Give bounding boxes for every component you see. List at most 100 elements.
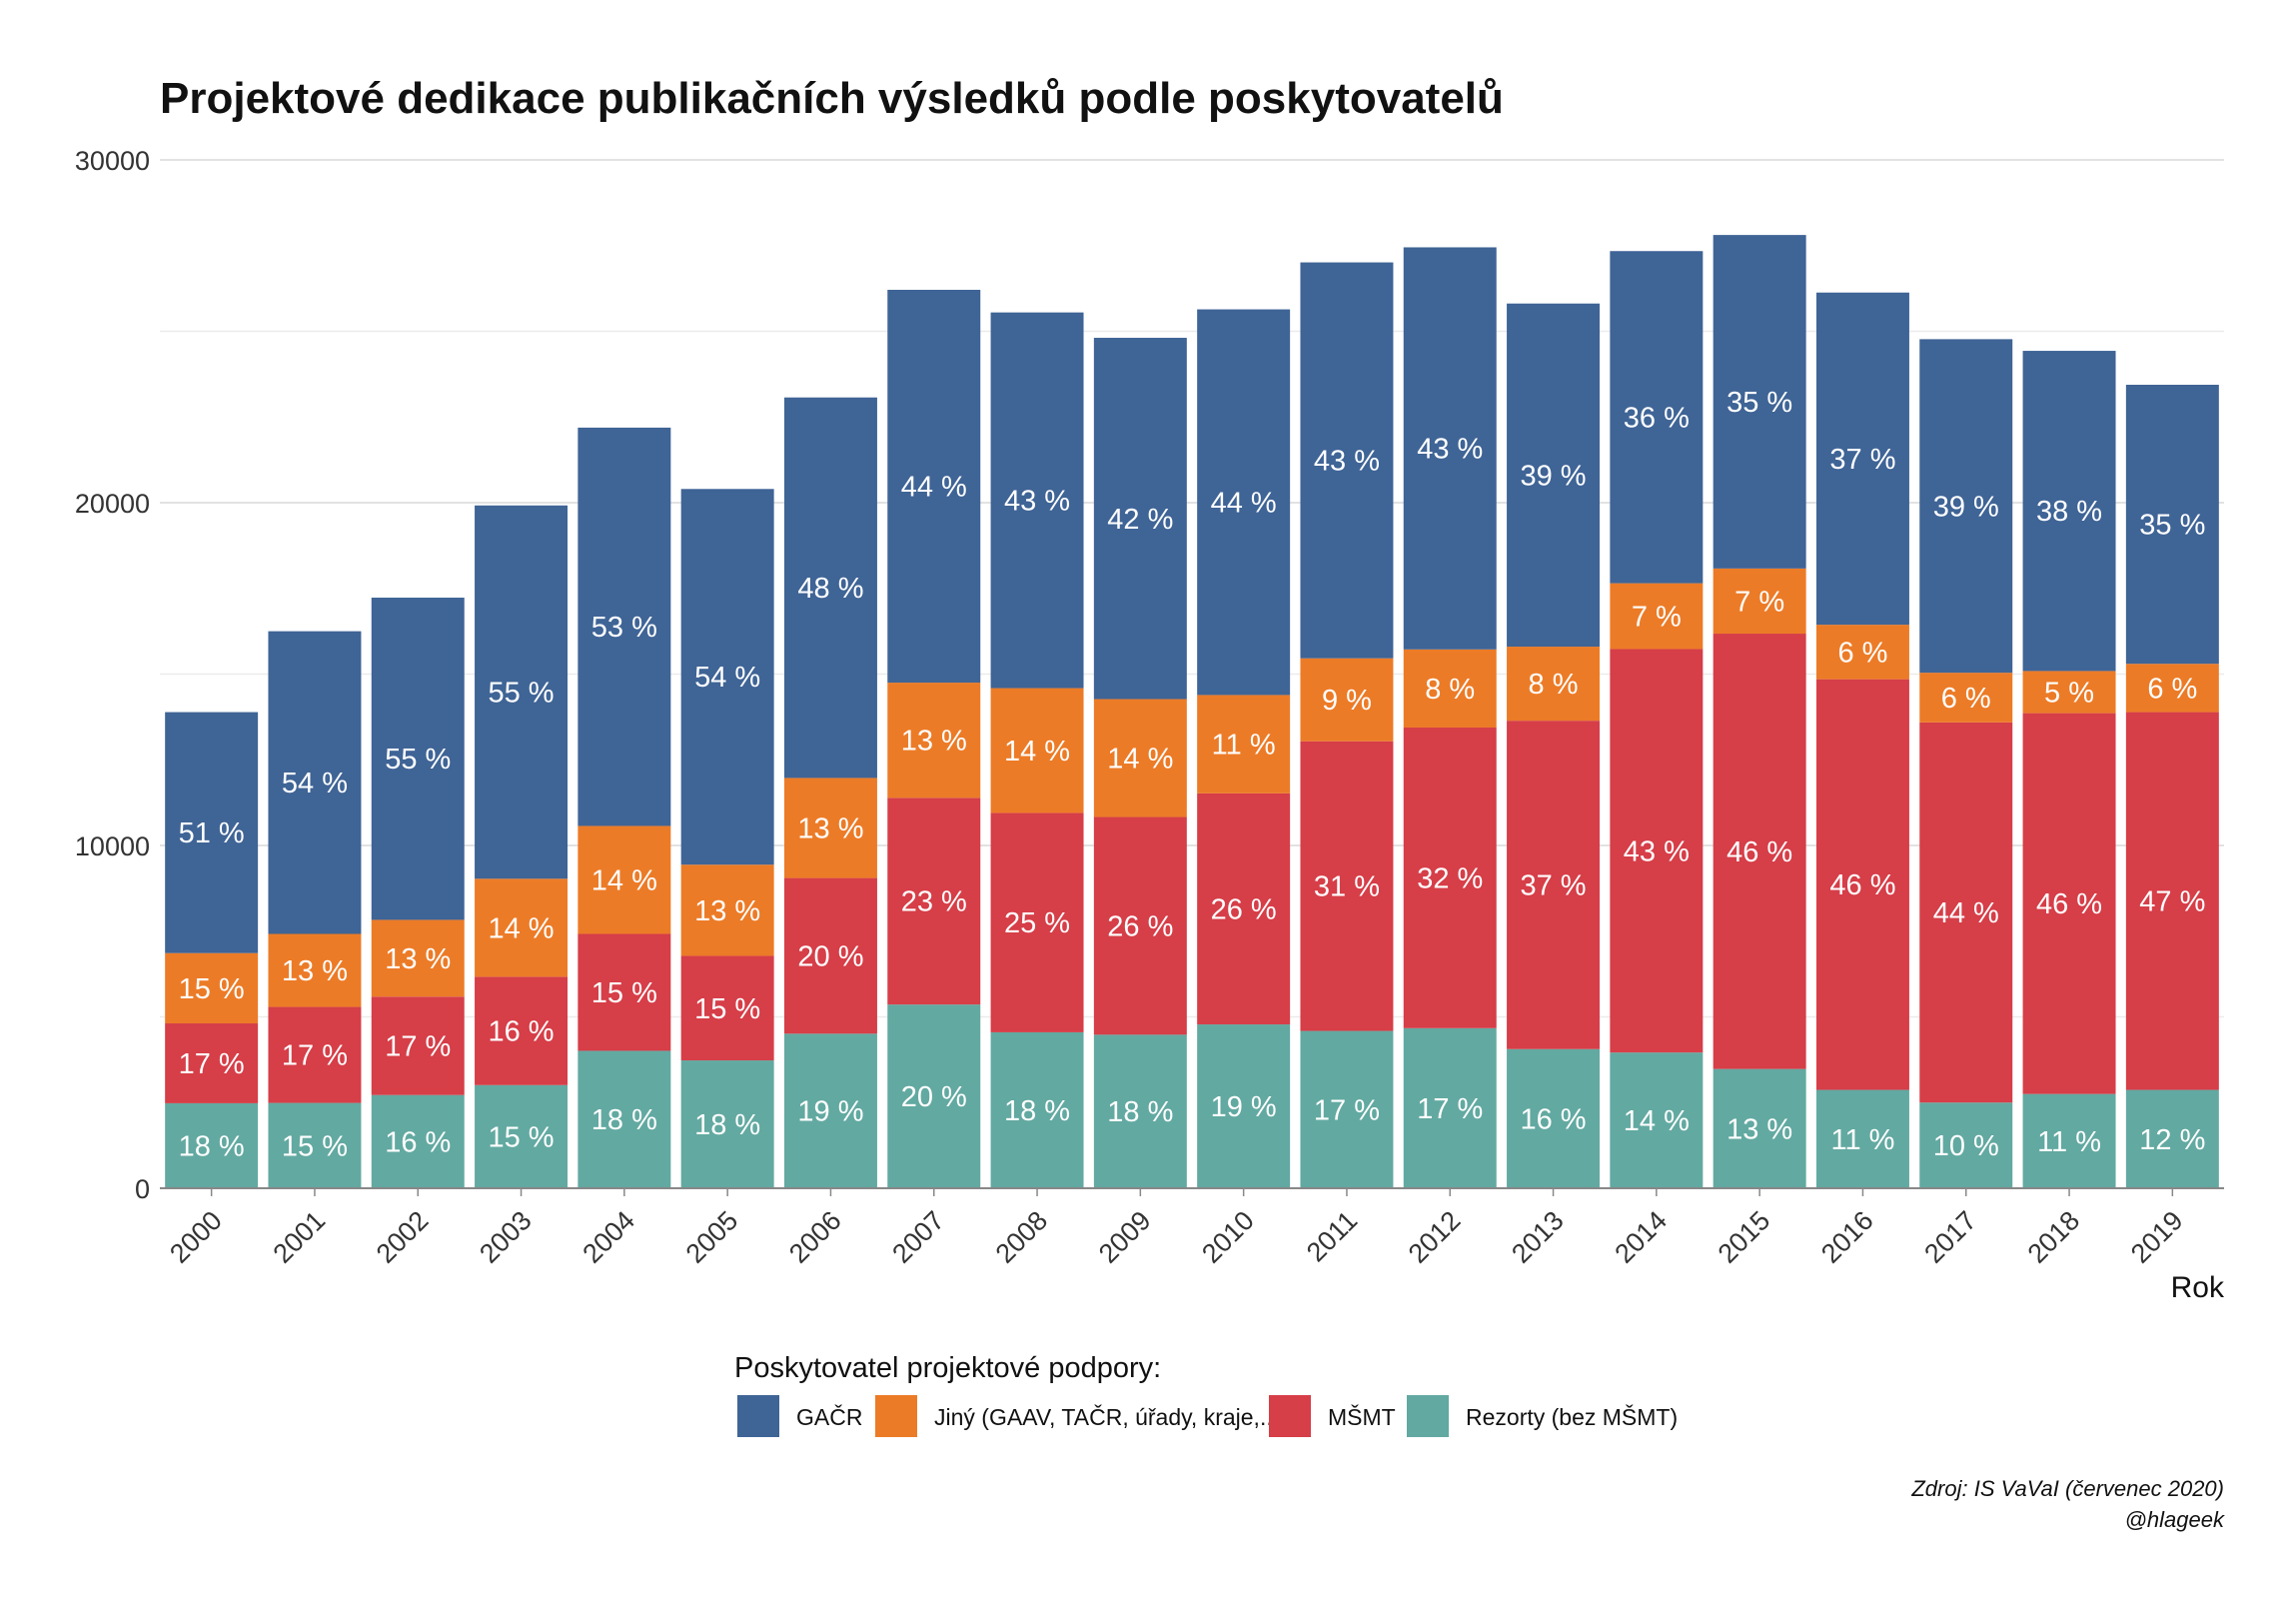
bar-segment — [2125, 712, 2219, 1090]
bar-segment-label: 43 % — [1004, 486, 1070, 518]
bar-segment — [783, 877, 877, 1034]
bar-segment — [1815, 679, 1909, 1090]
bar-group: 14 % 43 % 7 % 36 % — [1610, 251, 1704, 1188]
bar-segment-label: 6 % — [1837, 637, 1887, 669]
bar-group: 11 % 46 % 5 % 38 % — [2022, 351, 2116, 1188]
bar-segment-label: 19 % — [797, 1096, 863, 1128]
bar-segment — [1919, 722, 2013, 1103]
bar-segment-label: 16 % — [385, 1126, 451, 1158]
bar-segment-label: 54 % — [694, 662, 760, 694]
bar-segment — [990, 812, 1084, 1032]
bar-group: 15 % 16 % 14 % 55 % — [475, 505, 569, 1188]
bar-segment — [1610, 583, 1704, 650]
bar-segment-label: 8 % — [1529, 669, 1579, 701]
legend-label: GAČR — [796, 1403, 862, 1430]
bar-segment-label: 14 % — [1107, 744, 1173, 776]
bar-segment — [371, 598, 465, 920]
bar-segment — [1713, 1068, 1806, 1188]
y-tick-label: 20000 — [75, 489, 150, 519]
bar-segment-label: 25 % — [1004, 907, 1070, 939]
bar-segment — [475, 976, 569, 1085]
bar-segment — [1507, 647, 1601, 722]
bar-segment — [2125, 385, 2219, 665]
source-text: Zdroj: IS VaVaI (červenec 2020) — [1910, 1476, 2224, 1501]
bar-group: 18 % 26 % 14 % 42 % — [1093, 338, 1187, 1188]
bar-segment — [887, 798, 981, 1005]
bar-segment — [887, 289, 981, 684]
bars: 18 % 17 % 15 % 51 % 15 % 17 % 13 % 54 % 16 % 17 %… — [165, 235, 2219, 1188]
x-tick-label: 2015 — [1713, 1205, 1776, 1269]
x-tick-label: 2000 — [164, 1205, 228, 1269]
bar-segment — [2022, 351, 2116, 672]
bar-segment-label: 9 % — [1322, 685, 1372, 717]
bar-segment — [887, 683, 981, 799]
bar-segment-label: 20 % — [797, 940, 863, 972]
bar-segment-label: 20 % — [901, 1081, 967, 1113]
x-tick-label: 2017 — [1918, 1205, 1982, 1269]
bar-group: 19 % 20 % 13 % 48 % — [783, 397, 877, 1188]
bar-segment — [1197, 309, 1291, 696]
bar-segment — [1300, 658, 1394, 742]
bar-segment — [475, 505, 569, 879]
bar-group: 17 % 32 % 8 % 43 % — [1403, 247, 1497, 1188]
bar-segment-label: 44 % — [1211, 487, 1277, 519]
bar-segment-label: 11 % — [2037, 1126, 2101, 1158]
x-tick-label: 2012 — [1403, 1205, 1467, 1269]
bar-segment — [1403, 728, 1497, 1028]
bar-segment-label: 15 % — [282, 1130, 348, 1162]
bar-segment — [1300, 741, 1394, 1031]
bar-segment-label: 26 % — [1211, 893, 1277, 925]
bar-group: 16 % 37 % 8 % 39 % — [1507, 303, 1601, 1188]
bar-segment-label: 35 % — [2139, 510, 2205, 542]
bar-group: 18 % 17 % 15 % 51 % — [165, 712, 259, 1188]
bar-segment — [371, 1094, 465, 1188]
bar-segment — [783, 397, 877, 779]
bar-segment-label: 37 % — [1520, 869, 1586, 901]
bar-segment — [268, 933, 362, 1007]
bar-segment — [680, 1060, 774, 1188]
bar-segment-label: 10 % — [1933, 1130, 1999, 1162]
bar-group: 20 % 23 % 13 % 44 % — [887, 289, 981, 1188]
author-handle: @hlageek — [2125, 1507, 2225, 1532]
x-tick-label: 2014 — [1609, 1205, 1673, 1269]
y-tick-label: 30000 — [75, 146, 150, 176]
bar-segment-label: 43 % — [1314, 446, 1380, 478]
bar-segment-label: 38 % — [2036, 496, 2102, 528]
bar-segment — [1610, 251, 1704, 584]
bar-segment-label: 55 % — [385, 744, 451, 776]
bar-segment — [1197, 1024, 1291, 1188]
bar-group: 15 % 17 % 13 % 54 % — [268, 631, 362, 1188]
bar-segment-label: 19 % — [1211, 1091, 1277, 1123]
bar-segment — [1197, 695, 1291, 794]
bar-segment-label: 15 % — [591, 977, 657, 1009]
bar-segment — [783, 778, 877, 878]
bar-segment-label: 55 % — [488, 678, 554, 710]
bar-segment — [1300, 1030, 1394, 1188]
bar-segment-label: 17 % — [282, 1040, 348, 1072]
bar-segment-label: 32 % — [1417, 862, 1483, 894]
bar-segment — [268, 1102, 362, 1188]
bar-segment-label: 17 % — [385, 1030, 451, 1062]
bar-segment-label: 12 % — [2139, 1124, 2205, 1156]
bar-segment-label: 44 % — [901, 472, 967, 504]
bar-segment — [371, 996, 465, 1095]
bar-segment-label: 14 % — [488, 912, 554, 944]
bar-segment-label: 13 % — [901, 726, 967, 758]
bar-segment — [887, 1004, 981, 1188]
bar-segment — [2022, 1093, 2116, 1188]
bar-segment-label: 53 % — [591, 612, 657, 644]
bar-segment-label: 43 % — [1417, 434, 1483, 466]
bar-segment — [1093, 816, 1187, 1035]
bar-segment — [1815, 625, 1909, 680]
bar-group: 18 % 15 % 14 % 53 % — [577, 427, 671, 1188]
y-tick-label: 10000 — [75, 831, 150, 861]
y-axis-ticks: 0 10000 20000 30000 — [75, 146, 150, 1204]
x-tick-label: 2005 — [680, 1205, 744, 1269]
bar-segment — [1713, 634, 1806, 1069]
bar-segment — [990, 312, 1084, 689]
bar-segment-label: 23 % — [901, 886, 967, 918]
bar-segment-label: 7 % — [1734, 586, 1784, 618]
bar-segment-label: 13 % — [282, 955, 348, 987]
x-axis-label: Rok — [2171, 1271, 2225, 1304]
